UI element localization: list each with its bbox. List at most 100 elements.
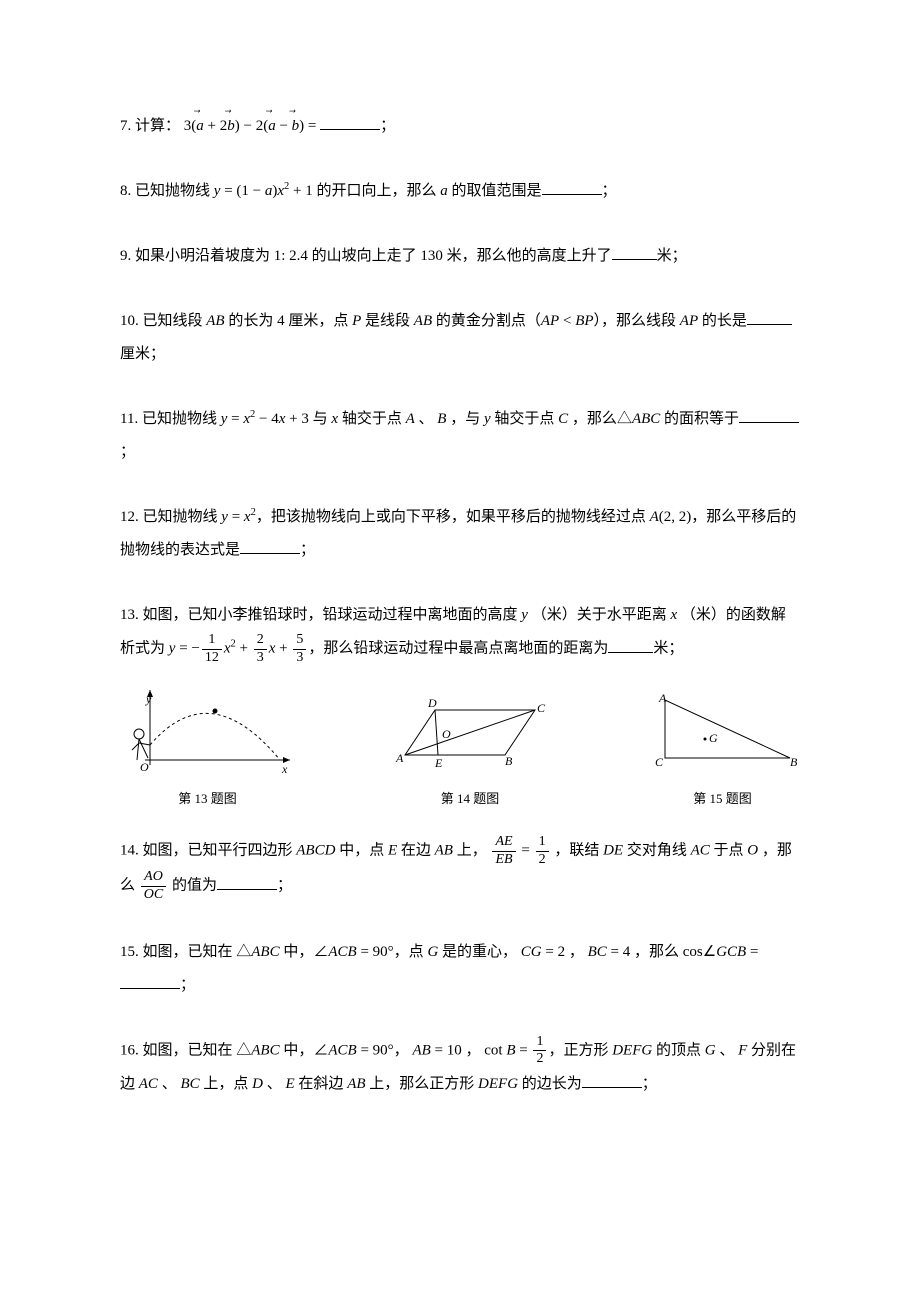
text: ，联结 xyxy=(554,843,599,859)
var: A xyxy=(406,411,415,427)
text: 中，∠ xyxy=(283,1042,328,1058)
vec-b: b xyxy=(227,110,235,143)
text: 上， xyxy=(457,843,487,859)
text: = − xyxy=(175,641,199,657)
blank xyxy=(608,635,653,653)
text: ) − 2( xyxy=(235,118,268,134)
text: 是线段 xyxy=(365,313,410,329)
var: x xyxy=(244,509,251,525)
var: y xyxy=(484,411,491,427)
text: ) = xyxy=(299,118,316,134)
var: AB xyxy=(414,313,432,329)
svg-text:D: D xyxy=(427,696,437,710)
var: DE xyxy=(603,843,623,859)
vec-b: b xyxy=(292,110,300,143)
problem-8: 8. 已知抛物线 y = (1 − a)x2 + 1 的开口向上，那么 a 的取… xyxy=(120,175,800,208)
text: 已知线段 xyxy=(143,313,203,329)
text: 的顶点 xyxy=(656,1042,701,1058)
svg-text:C: C xyxy=(655,755,664,769)
var: AC xyxy=(691,843,710,859)
text: (2, 2) xyxy=(659,509,692,525)
var: BP xyxy=(575,313,593,329)
q-num: 9. xyxy=(120,248,131,264)
fraction: 112 xyxy=(202,632,222,667)
var: G xyxy=(705,1042,716,1058)
var: DEFG xyxy=(612,1042,652,1058)
text: 米； xyxy=(657,248,687,264)
problem-15: 15. 如图，已知在 △ABC 中，∠ACB = 90°，点 G 是的重心， C… xyxy=(120,936,800,1002)
var: C xyxy=(558,411,568,427)
svg-text:O: O xyxy=(442,727,451,741)
var: P xyxy=(352,313,361,329)
text: 已知抛物线 xyxy=(143,509,218,525)
fraction: 53 xyxy=(293,632,306,667)
text: − xyxy=(276,118,292,134)
text: = xyxy=(227,411,243,427)
text: 的长为 4 厘米，点 xyxy=(228,313,348,329)
svg-text:x: x xyxy=(281,762,288,775)
text: 轴交于点 xyxy=(342,411,402,427)
vec-a: a xyxy=(268,110,276,143)
caption: 第 14 题图 xyxy=(390,789,550,810)
text: ； xyxy=(277,878,292,894)
text: = 90°，点 xyxy=(357,944,424,960)
text: 如图，已知平行四边形 xyxy=(143,843,293,859)
text: = xyxy=(518,843,534,859)
blank xyxy=(582,1070,642,1088)
q-num: 10. xyxy=(120,313,139,329)
text: 上，点 xyxy=(203,1076,248,1092)
text: ，那么铅球运动过程中最高点离地面的距离为 xyxy=(308,641,608,657)
text: 、 xyxy=(719,1042,734,1058)
var: BC xyxy=(180,1076,199,1092)
var: DEFG xyxy=(478,1076,518,1092)
svg-text:O: O xyxy=(140,760,149,774)
text: = 4 ，那么 cos∠ xyxy=(607,944,716,960)
text: 如果小明沿着坡度为 1: 2.4 的山坡向上走了 130 米，那么他的高度上升了 xyxy=(135,248,612,264)
svg-text:G: G xyxy=(709,731,718,745)
figure-15: A C B G 第 15 题图 xyxy=(645,690,800,810)
text: 、 xyxy=(267,1076,282,1092)
text: ，那么△ xyxy=(572,411,632,427)
var: AC xyxy=(139,1076,158,1092)
var: AB xyxy=(412,1042,430,1058)
text: 厘米； xyxy=(120,346,165,362)
svg-text:C: C xyxy=(537,701,546,715)
var: ACB xyxy=(328,1042,356,1058)
text: 中，点 xyxy=(339,843,384,859)
var: AB xyxy=(435,843,453,859)
text: − 4 xyxy=(255,411,278,427)
text: 如图，已知在 △ xyxy=(143,944,252,960)
svg-text:A: A xyxy=(395,751,404,765)
text: ； xyxy=(602,183,617,199)
text: 已知抛物线 xyxy=(142,411,217,427)
q-num: 15. xyxy=(120,944,139,960)
svg-text:y: y xyxy=(145,692,152,706)
text: = 90°， xyxy=(357,1042,409,1058)
figures-row: y x O 第 13 题图 A B C D E O 第 14 题图 A xyxy=(120,685,800,810)
blank xyxy=(747,307,792,325)
text: = (1 − xyxy=(220,183,264,199)
blank xyxy=(320,112,380,130)
text: 的取值范围是 xyxy=(452,183,542,199)
caption: 第 13 题图 xyxy=(120,789,295,810)
text: 的长是 xyxy=(702,313,747,329)
var: ABC xyxy=(251,944,279,960)
problem-14: 14. 如图，已知平行四边形 ABCD 中，点 E 在边 AB 上， AEEB … xyxy=(120,834,800,903)
text: 的黄金分割点（ xyxy=(436,313,541,329)
var: AP xyxy=(541,313,559,329)
svg-text:B: B xyxy=(790,755,798,769)
caption: 第 15 题图 xyxy=(645,789,800,810)
text: ，正方形 xyxy=(548,1042,608,1058)
text: 米； xyxy=(653,641,683,657)
text: 的值为 xyxy=(172,878,217,894)
svg-text:A: A xyxy=(658,691,667,705)
text: 已知抛物线 xyxy=(135,183,210,199)
parallelogram-icon: A B C D E O xyxy=(390,695,550,775)
text: ，把该抛物线向上或向下平移，如果平移后的抛物线经过点 xyxy=(256,509,646,525)
fraction: 12 xyxy=(536,834,549,869)
q-num: 8. xyxy=(120,183,131,199)
text: ； xyxy=(180,977,195,993)
var: G xyxy=(427,944,438,960)
text: 的开口向上，那么 xyxy=(317,183,437,199)
text: = 2 ， xyxy=(542,944,584,960)
